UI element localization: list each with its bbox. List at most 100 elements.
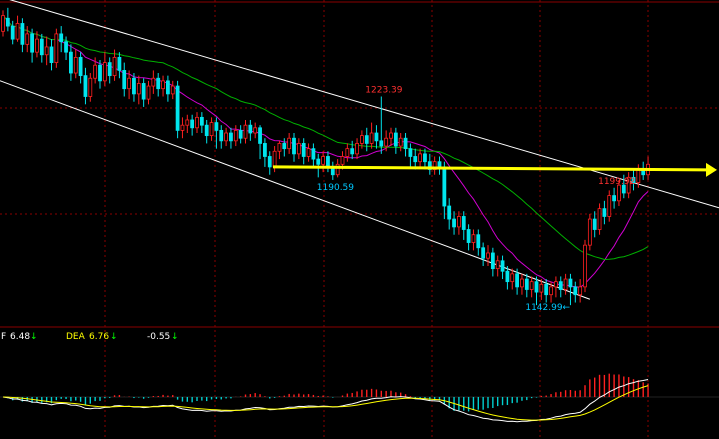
candle: [141, 78, 146, 107]
candle: [311, 143, 316, 167]
candle: [30, 28, 35, 63]
candle: [355, 138, 359, 160]
candle-body: [262, 143, 267, 157]
candle-body: [529, 281, 534, 290]
macd-dea-label: DEA: [66, 332, 86, 342]
candle-body: [549, 286, 553, 296]
candle: [384, 130, 389, 152]
candle: [621, 174, 626, 199]
candle-body: [306, 148, 311, 157]
candle: [524, 273, 529, 298]
candle-body: [573, 286, 578, 296]
candle-body: [515, 273, 519, 288]
candle: [379, 96, 384, 154]
candle: [359, 130, 364, 149]
candle: [88, 73, 93, 102]
candle-body: [350, 148, 355, 155]
candle-body: [54, 33, 59, 63]
candle: [262, 138, 267, 167]
candle-body: [102, 62, 107, 82]
macd-dif-arrow: ↓: [30, 332, 38, 342]
horizontal-support-line[interactable]: [272, 162, 717, 177]
candle: [1, 10, 5, 37]
candle-body: [355, 143, 359, 155]
trend-channel: [0, 0, 719, 300]
candle: [413, 148, 418, 170]
candle-body: [20, 23, 25, 45]
candle: [495, 255, 500, 277]
candle: [5, 7, 10, 32]
candle-body: [5, 17, 10, 27]
candle: [224, 127, 229, 147]
candle-body: [369, 132, 374, 144]
candle-body: [316, 158, 321, 165]
candle: [423, 148, 427, 170]
candle-body: [258, 127, 262, 144]
candle: [39, 33, 44, 63]
price-label-low: 1142.99←: [525, 303, 570, 313]
candle-body: [127, 77, 131, 90]
candle-body: [500, 260, 505, 272]
candle: [549, 281, 553, 303]
candle-body: [69, 51, 73, 74]
candle-body: [78, 56, 83, 77]
candle: [520, 273, 524, 295]
candle-body: [73, 56, 78, 74]
candle-body: [25, 33, 30, 45]
candle: [146, 80, 151, 105]
candle-body: [243, 124, 248, 139]
candle-body: [132, 77, 136, 95]
candle: [558, 276, 563, 298]
candle-body: [64, 41, 68, 53]
candle-body: [117, 56, 122, 71]
candle: [393, 127, 398, 154]
candle: [490, 247, 495, 277]
candle: [233, 125, 238, 147]
candle-body: [112, 56, 117, 77]
candle: [486, 245, 490, 267]
candle-body: [379, 140, 384, 147]
candle-body: [345, 148, 350, 157]
candle: [427, 153, 432, 175]
candle-body: [195, 116, 199, 129]
candle-body: [393, 132, 398, 147]
candle: [199, 112, 204, 134]
support-line-arrowhead: [706, 162, 717, 177]
macd-dea-line: [2, 385, 649, 421]
candle: [132, 73, 136, 102]
candle: [602, 200, 607, 225]
candle: [626, 172, 631, 199]
candle-body: [612, 195, 616, 202]
candle: [369, 122, 374, 149]
macd-dif-value: 6.48: [10, 332, 30, 342]
candle-body: [151, 77, 156, 87]
candle-body: [374, 132, 379, 142]
candle-body: [248, 124, 253, 134]
candle: [112, 49, 117, 81]
candle-body: [326, 156, 330, 168]
candle: [282, 138, 287, 157]
candle-body: [93, 64, 98, 79]
candle: [219, 125, 224, 149]
candle-body: [287, 137, 292, 150]
candle: [452, 211, 456, 235]
candle-body: [617, 184, 621, 202]
candle: [59, 26, 64, 53]
candle: [102, 52, 107, 87]
candles: [1, 7, 650, 306]
candle: [180, 117, 185, 139]
candle: [587, 213, 592, 251]
candle-body: [15, 23, 20, 40]
candle: [418, 148, 423, 167]
candle: [25, 26, 30, 53]
candle: [398, 133, 403, 152]
candle-body: [233, 129, 238, 142]
candle-body: [98, 64, 102, 82]
candle-body: [301, 143, 306, 157]
candle: [277, 140, 282, 160]
candle: [238, 125, 243, 144]
candle: [243, 119, 248, 144]
candle: [156, 73, 161, 97]
candle-body: [30, 33, 35, 53]
